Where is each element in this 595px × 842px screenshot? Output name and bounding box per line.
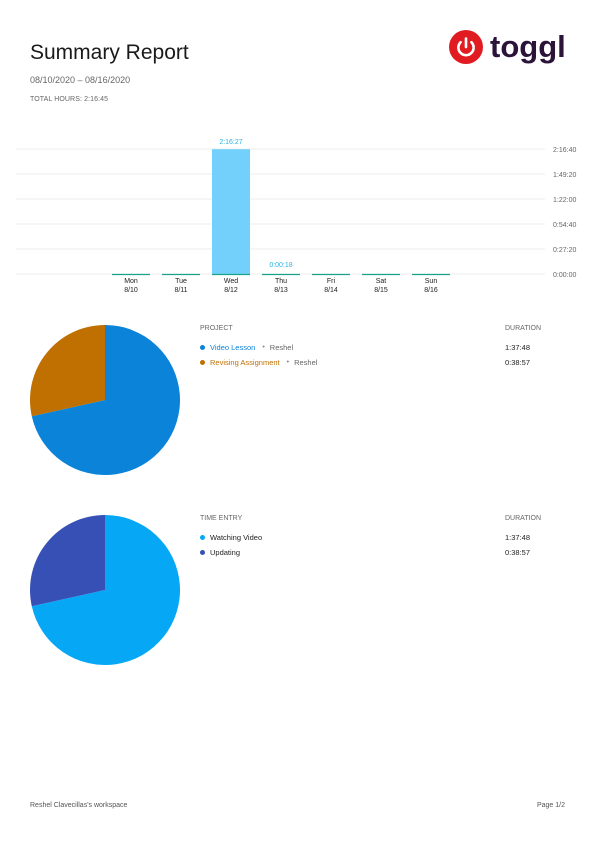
legend-dot bbox=[200, 344, 205, 350]
project-heading: PROJECT bbox=[200, 325, 233, 332]
duration-value: 1:37:48 bbox=[505, 532, 531, 542]
pie-slice bbox=[31, 515, 180, 665]
y-tick-label: 0:27:20 bbox=[553, 247, 576, 254]
x-tick-day: Fri bbox=[327, 278, 336, 285]
y-tick-label: 0:54:40 bbox=[553, 222, 576, 229]
time-entry-legend-items: Watching Video Updating bbox=[200, 531, 262, 558]
time-entry-duration-heading: DURATION bbox=[505, 515, 542, 522]
pie-slice bbox=[30, 325, 105, 417]
legend-dot bbox=[200, 359, 205, 365]
legend-client: Reshel bbox=[294, 357, 318, 367]
duration-value: 1:37:48 bbox=[505, 342, 531, 352]
x-tick-date: 8/13 bbox=[274, 287, 288, 294]
bar-data-label: 2:16:27 bbox=[219, 139, 242, 146]
x-tick-date: 8/15 bbox=[374, 287, 388, 294]
y-tick-label: 1:49:20 bbox=[553, 172, 576, 179]
project-duration-heading: DURATION bbox=[505, 325, 542, 332]
legend-item: Updating bbox=[200, 546, 262, 558]
legend-label: Video Lesson bbox=[210, 342, 256, 352]
legend-client: Reshel bbox=[269, 342, 294, 352]
x-tick-date: 8/16 bbox=[424, 287, 438, 294]
x-tick-day: Sun bbox=[425, 278, 438, 285]
legend-item: Video Lesson • Reshel bbox=[200, 341, 317, 353]
x-tick-day: Thu bbox=[275, 278, 287, 285]
x-tick-day: Wed bbox=[224, 278, 238, 285]
footer-page-number: Page 1/2 bbox=[536, 802, 565, 809]
separator-dot: • bbox=[286, 358, 290, 366]
time-entry-durations: 1:37:48 0:38:57 bbox=[505, 531, 530, 558]
x-tick-day: Mon bbox=[124, 278, 138, 285]
date-range: 08/10/2020 – 08/16/2020 bbox=[30, 75, 131, 85]
legend-label: Revising Assignment bbox=[210, 357, 280, 367]
report-title: Summary Report bbox=[30, 41, 189, 64]
y-tick-label: 1:22:00 bbox=[553, 197, 576, 204]
project-legend-items: Video Lesson • Reshel Revising Assignmen… bbox=[200, 341, 317, 368]
legend-label: Updating bbox=[210, 547, 241, 557]
pie-slice bbox=[31, 325, 180, 475]
footer-workspace: Reshel Clavecillas's workspace bbox=[30, 802, 128, 809]
project-pie-chart bbox=[30, 325, 180, 475]
daily-hours-bar-chart: 0:00:00 0:27:20 0:54:40 1:22:00 1:49:20 2:16:… bbox=[16, 139, 576, 294]
bar-data-label: 0:00:18 bbox=[269, 262, 292, 269]
x-tick-date: 8/10 bbox=[124, 287, 138, 294]
legend-label: Watching Video bbox=[210, 532, 263, 542]
x-tick-date: 8/11 bbox=[174, 287, 187, 294]
pie-slice bbox=[30, 515, 105, 607]
duration-value: 0:38:57 bbox=[505, 357, 531, 367]
time-entry-heading: TIME ENTRY bbox=[200, 515, 243, 522]
x-tick-day: Tue bbox=[175, 278, 187, 285]
legend-dot bbox=[200, 549, 205, 555]
legend-item: Revising Assignment • Reshel bbox=[200, 356, 317, 368]
legend-item: Watching Video bbox=[200, 531, 262, 543]
legend-dot bbox=[200, 534, 205, 540]
y-tick-label: 0:00:00 bbox=[553, 272, 576, 279]
bar bbox=[212, 149, 250, 274]
toggl-logo: toggl bbox=[449, 30, 569, 66]
logo-wordmark: toggl bbox=[490, 29, 566, 64]
y-tick-label: 2:16:40 bbox=[553, 147, 576, 154]
x-tick-date: 8/12 bbox=[224, 287, 238, 294]
power-icon bbox=[449, 30, 483, 64]
total-hours: TOTAL HOURS: 2:16:45 bbox=[30, 96, 109, 103]
duration-value: 0:38:57 bbox=[505, 547, 531, 557]
separator-dot: • bbox=[262, 343, 265, 351]
x-tick-date: 8/14 bbox=[324, 287, 338, 294]
time-entry-pie-chart bbox=[30, 515, 180, 665]
x-tick-day: Sat bbox=[376, 278, 387, 285]
project-durations: 1:37:48 0:38:57 bbox=[505, 341, 530, 368]
